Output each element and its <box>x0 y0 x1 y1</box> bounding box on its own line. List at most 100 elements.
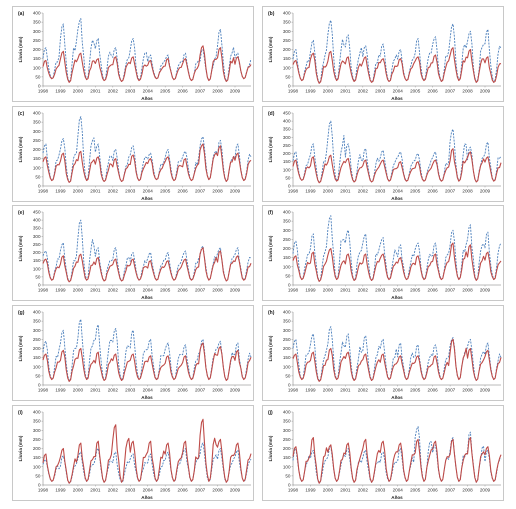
x-tick-label: 2007 <box>195 288 206 293</box>
y-tick-label: 250 <box>33 337 41 342</box>
y-axis-title: Lluvia (mm) <box>18 136 23 162</box>
x-tick-label: 2004 <box>143 388 154 393</box>
y-tick-label: 250 <box>283 143 291 148</box>
chart-panel-j: (j) 0 50 100 150 200 250 300 350 400 1998 1999 2000 2… <box>262 405 504 501</box>
series-line-solid <box>292 437 502 484</box>
chart-svg: (b) 0 50 100 150 200 250 300 350 400 1998 1999 2000 2… <box>268 11 502 101</box>
y-tick-label: 50 <box>35 274 41 279</box>
y-tick-label: 100 <box>33 266 41 271</box>
x-tick-label: 1999 <box>55 388 66 393</box>
x-tick-label: 2001 <box>90 189 101 194</box>
y-tick-label: 200 <box>33 47 41 52</box>
x-tick-label: 2008 <box>212 388 223 393</box>
series-line-dashed <box>292 426 502 484</box>
x-tick-label: 2001 <box>90 488 101 493</box>
y-tick-label: 250 <box>33 138 41 143</box>
x-tick-label: 2009 <box>480 488 491 493</box>
y-tick-label: 200 <box>33 446 41 451</box>
y-tick-label: 50 <box>285 473 291 478</box>
y-tick-label: 400 <box>33 218 41 223</box>
panel-label: (f) <box>268 210 273 216</box>
x-tick-label: 2007 <box>445 189 456 194</box>
y-tick-label: 50 <box>35 174 41 179</box>
x-axis-title: Años <box>391 196 403 201</box>
x-tick-label: 2002 <box>358 89 369 94</box>
chart-svg: (c) 0 50 100 150 200 250 300 350 400 1998 1999 2000 2… <box>18 111 252 201</box>
y-axis-title: Lluvia (mm) <box>268 235 273 261</box>
y-tick-label: 200 <box>283 346 291 351</box>
x-tick-label: 2000 <box>73 89 84 94</box>
x-tick-label: 2000 <box>73 388 84 393</box>
y-tick-label: 300 <box>283 228 291 233</box>
y-tick-label: 200 <box>33 250 41 255</box>
x-tick-label: 2007 <box>195 89 206 94</box>
x-tick-label: 2000 <box>323 189 334 194</box>
x-axis-title: Años <box>391 295 403 300</box>
series-line-solid <box>42 418 252 484</box>
x-tick-label: 2005 <box>410 189 421 194</box>
y-tick-label: 200 <box>283 151 291 156</box>
y-tick-label: 150 <box>283 159 291 164</box>
y-tick-label: 200 <box>33 346 41 351</box>
y-tick-label: 350 <box>283 419 291 424</box>
x-tick-label: 2006 <box>428 488 439 493</box>
x-tick-label: 2008 <box>212 189 223 194</box>
x-tick-label: 2007 <box>445 89 456 94</box>
y-tick-label: 400 <box>283 11 291 16</box>
x-tick-label: 2004 <box>393 89 404 94</box>
y-tick-label: 100 <box>283 364 291 369</box>
panel-label: (d) <box>268 111 275 117</box>
y-tick-label: 100 <box>33 364 41 369</box>
x-tick-label: 2008 <box>462 288 473 293</box>
x-tick-label: 1998 <box>38 189 49 194</box>
x-tick-label: 1999 <box>55 488 66 493</box>
y-tick-label: 350 <box>33 319 41 324</box>
y-tick-label: 0 <box>38 483 41 488</box>
y-tick-label: 150 <box>283 56 291 61</box>
y-tick-label: 400 <box>33 111 41 116</box>
y-tick-label: 300 <box>283 428 291 433</box>
x-tick-label: 2009 <box>230 488 241 493</box>
x-tick-label: 1998 <box>38 488 49 493</box>
y-axis-title: Lluvia (mm) <box>18 435 23 461</box>
y-tick-label: 250 <box>33 437 41 442</box>
chart-panel-b: (b) 0 50 100 150 200 250 300 350 400 1998 1999 2000 2… <box>262 6 504 102</box>
y-axis-title: Lluvia (mm) <box>268 435 273 461</box>
x-tick-label: 1998 <box>38 89 49 94</box>
x-tick-label: 1998 <box>288 388 299 393</box>
series-line-dashed <box>292 120 502 184</box>
series-line-solid <box>42 247 252 283</box>
x-tick-label: 2000 <box>73 189 84 194</box>
y-tick-label: 450 <box>33 210 41 215</box>
x-tick-label: 1998 <box>288 488 299 493</box>
y-tick-label: 150 <box>33 56 41 61</box>
x-tick-label: 2007 <box>445 488 456 493</box>
x-tick-label: 2004 <box>143 288 154 293</box>
x-tick-label: 2006 <box>178 488 189 493</box>
y-tick-label: 250 <box>283 337 291 342</box>
x-tick-label: 1999 <box>305 288 316 293</box>
y-tick-label: 200 <box>33 147 41 152</box>
x-tick-label: 1998 <box>288 288 299 293</box>
x-tick-label: 1999 <box>305 488 316 493</box>
y-tick-label: 250 <box>283 38 291 43</box>
y-tick-label: 0 <box>288 84 291 89</box>
y-tick-label: 150 <box>283 455 291 460</box>
series-line-solid <box>42 45 252 83</box>
x-tick-label: 2000 <box>323 288 334 293</box>
x-tick-label: 2001 <box>340 388 351 393</box>
panel-label: (g) <box>18 310 25 316</box>
series-line-solid <box>292 148 502 184</box>
y-tick-label: 350 <box>283 127 291 132</box>
x-tick-label: 2000 <box>323 488 334 493</box>
chart-svg: (i) 0 50 100 150 200 250 300 350 400 1998 1999 2000 2… <box>18 410 252 500</box>
x-tick-label: 2003 <box>125 89 136 94</box>
y-tick-label: 250 <box>33 38 41 43</box>
y-tick-label: 200 <box>283 246 291 251</box>
panel-label: (b) <box>268 11 275 17</box>
chart-panel-d: (d) 0 50 100 150 200 250 300 350 400 450 1998 1999 20… <box>262 106 504 202</box>
x-axis-title: Años <box>141 295 153 300</box>
x-tick-label: 2003 <box>125 388 136 393</box>
y-tick-label: 350 <box>33 20 41 25</box>
